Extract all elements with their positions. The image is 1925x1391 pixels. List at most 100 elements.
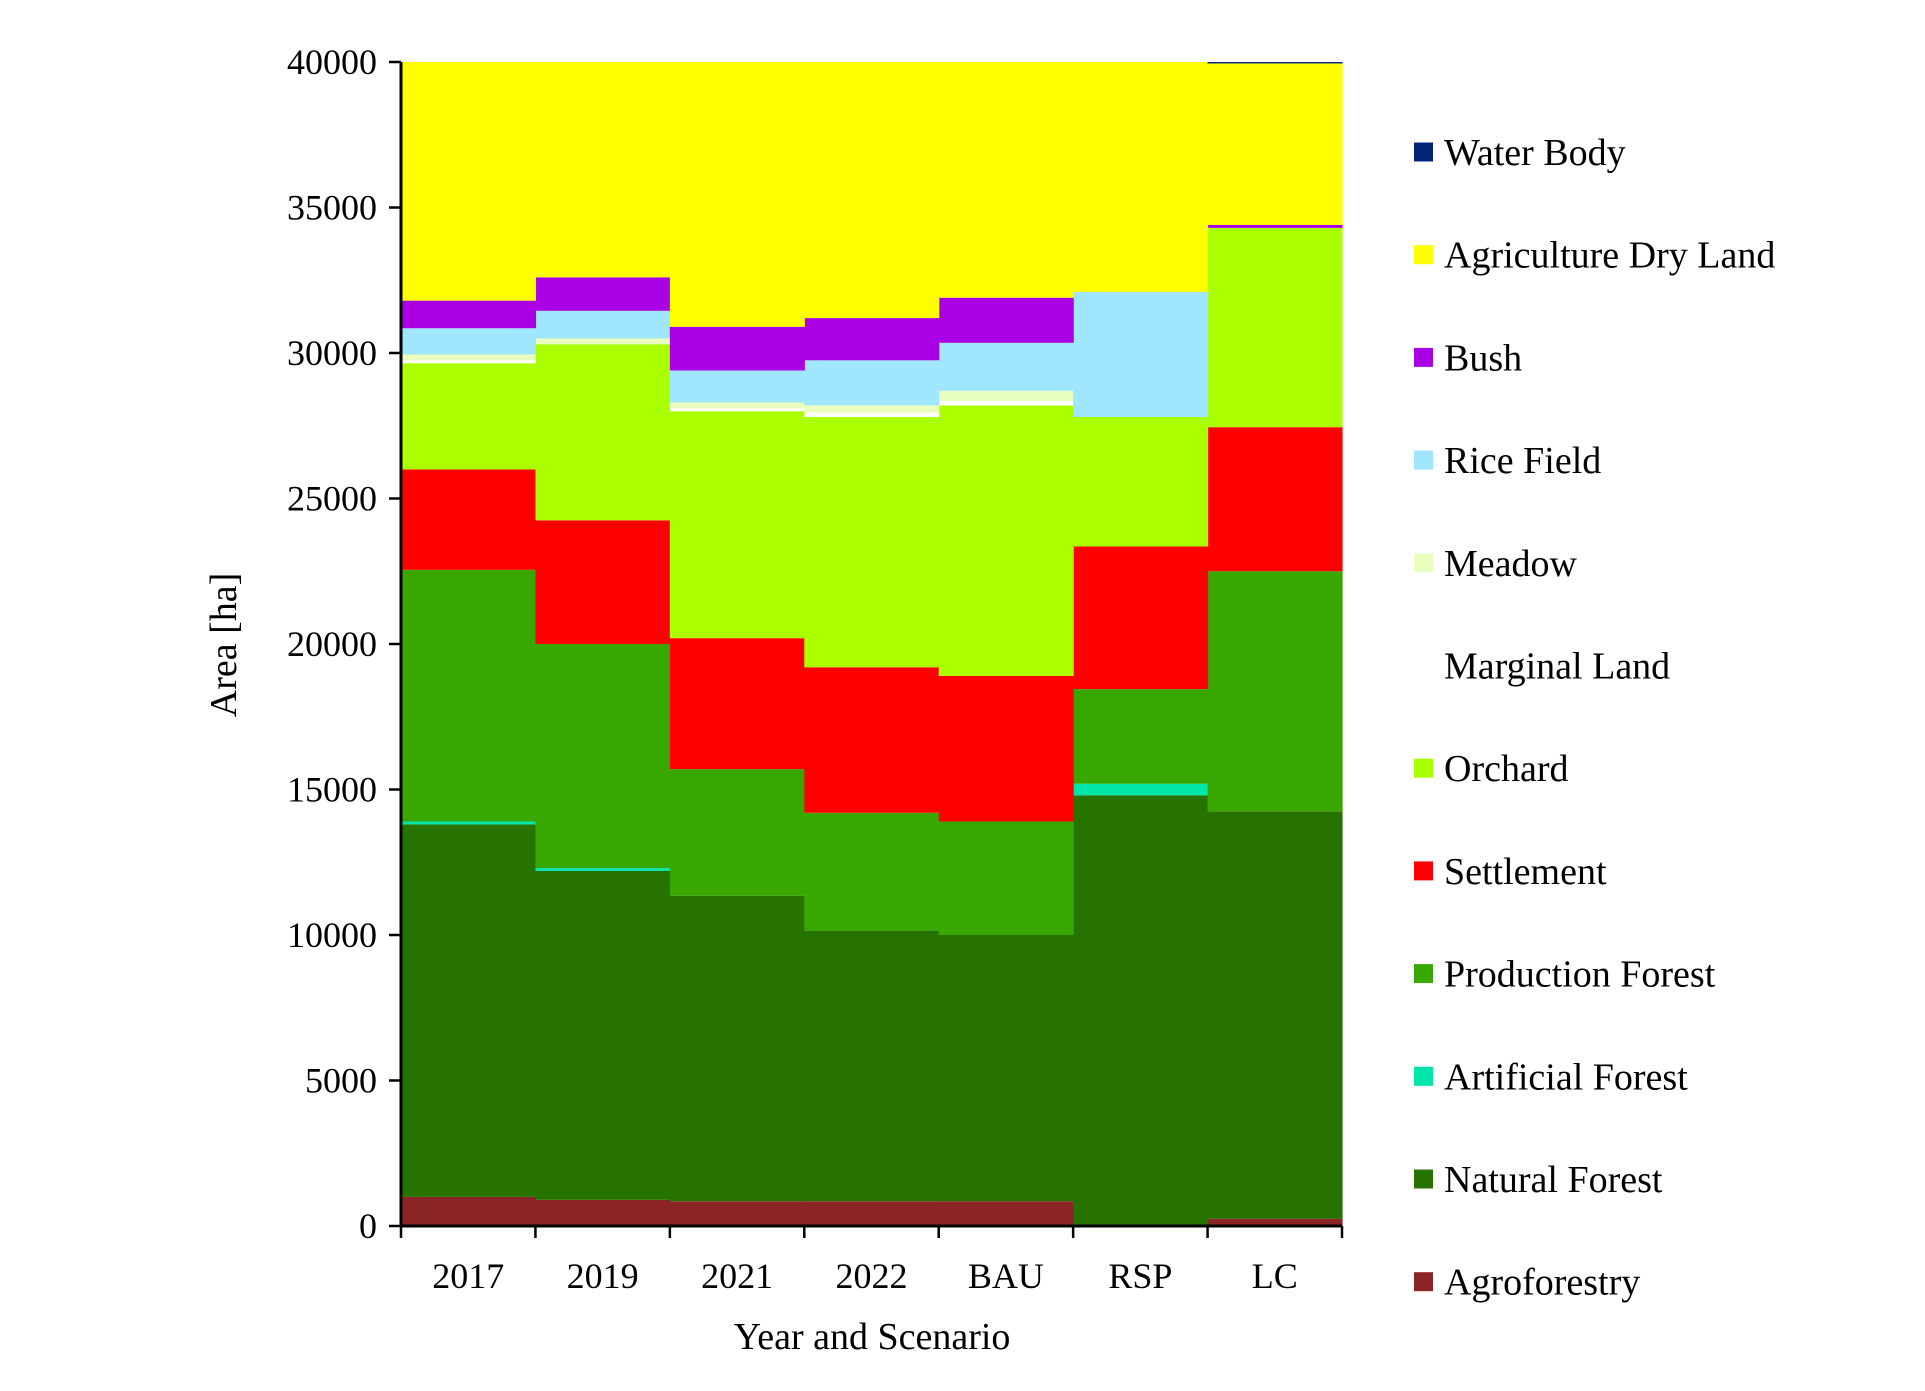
area-segment bbox=[1073, 546, 1209, 690]
area-segment bbox=[535, 62, 671, 278]
legend-swatch bbox=[1414, 347, 1433, 367]
legend-item: Agriculture Dry Land bbox=[1414, 235, 1775, 277]
y-tick-label: 40000 bbox=[287, 42, 377, 82]
legend-swatch bbox=[1414, 1066, 1433, 1086]
legend-label: Artificial Forest bbox=[1444, 1056, 1688, 1098]
series-rice-field bbox=[401, 291, 1209, 418]
area-segment bbox=[1073, 417, 1209, 547]
legend-item: Bush bbox=[1414, 337, 1522, 379]
area-segment bbox=[535, 310, 671, 339]
legend-swatch bbox=[1414, 964, 1433, 984]
legend-swatch bbox=[1414, 861, 1433, 881]
area-segment bbox=[1207, 224, 1343, 228]
area-segment bbox=[535, 344, 671, 521]
area-segment bbox=[669, 326, 805, 371]
area-segment bbox=[1207, 571, 1343, 812]
legend-item: Marginal Land bbox=[1414, 646, 1670, 688]
area-segment bbox=[1073, 62, 1209, 292]
area-segment bbox=[804, 1201, 940, 1226]
area-segment bbox=[401, 354, 537, 361]
area-segment bbox=[1207, 227, 1343, 428]
area-segment bbox=[1207, 427, 1343, 572]
area-segment bbox=[535, 277, 671, 311]
area-segment bbox=[401, 469, 537, 570]
area-segment bbox=[669, 1201, 805, 1226]
area-segment bbox=[804, 405, 940, 413]
area-segment bbox=[669, 638, 805, 770]
series-settlement bbox=[401, 427, 1343, 822]
area-segment bbox=[669, 370, 805, 403]
legend-swatch bbox=[1414, 758, 1433, 778]
area-segment bbox=[401, 363, 537, 470]
area-segment bbox=[1073, 795, 1209, 1225]
legend-label: Rice Field bbox=[1444, 440, 1601, 482]
area-segment bbox=[804, 62, 940, 319]
area-segment bbox=[804, 930, 940, 1202]
legend-swatch bbox=[1414, 142, 1433, 162]
legend-swatch bbox=[1414, 450, 1433, 470]
area-segment bbox=[938, 401, 1074, 406]
y-tick-label: 30000 bbox=[287, 333, 377, 373]
series-artificial-forest bbox=[401, 783, 1209, 871]
area-segment bbox=[535, 520, 671, 644]
area-segment bbox=[1207, 62, 1343, 64]
legend-label: Water Body bbox=[1444, 132, 1626, 174]
area-segment bbox=[938, 390, 1074, 402]
x-tick-label: LC bbox=[1252, 1256, 1298, 1296]
area-segment bbox=[1207, 63, 1343, 225]
legend-swatch bbox=[1414, 1169, 1433, 1189]
legend-swatch bbox=[1414, 553, 1433, 573]
area-segment bbox=[535, 644, 671, 869]
legend-label: Agroforestry bbox=[1444, 1262, 1640, 1304]
y-tick-label: 5000 bbox=[305, 1061, 377, 1101]
area-segment bbox=[401, 62, 537, 301]
y-tick-label: 0 bbox=[359, 1206, 377, 1246]
series-natural-forest bbox=[401, 795, 1343, 1225]
legend-swatch bbox=[1414, 245, 1433, 265]
area-segment bbox=[1073, 783, 1209, 796]
area-segment bbox=[535, 338, 671, 345]
area-segment bbox=[401, 328, 537, 355]
area-segment bbox=[669, 62, 805, 327]
y-tick-label: 15000 bbox=[287, 770, 377, 810]
legend-item: Settlement bbox=[1414, 851, 1607, 893]
series-marginal-land bbox=[401, 360, 1074, 418]
area-segment bbox=[669, 402, 805, 409]
area-segment bbox=[938, 935, 1074, 1202]
area-segment bbox=[401, 824, 537, 1197]
area-segment bbox=[401, 1196, 537, 1226]
series-agriculture-dry-land bbox=[401, 62, 1343, 327]
legend-swatch bbox=[1414, 1272, 1433, 1292]
x-tick-label: RSP bbox=[1108, 1256, 1172, 1296]
x-tick-label: BAU bbox=[968, 1256, 1044, 1296]
y-tick-label: 25000 bbox=[287, 479, 377, 519]
area-segment bbox=[401, 569, 537, 822]
area-segment bbox=[938, 405, 1074, 677]
area-segment bbox=[669, 769, 805, 896]
legend-label: Settlement bbox=[1444, 851, 1607, 893]
area-segment bbox=[535, 868, 671, 871]
area-segment bbox=[1073, 291, 1209, 418]
area-segment bbox=[401, 360, 537, 364]
legend-item: Natural Forest bbox=[1414, 1159, 1663, 1201]
ticks: 0 5000 10000 15000 20000 25000 30000 35000 40000… bbox=[287, 42, 1344, 1296]
area-segment bbox=[938, 821, 1074, 935]
legend-item: Orchard bbox=[1414, 748, 1568, 790]
legend-item: Agroforestry bbox=[1414, 1262, 1640, 1304]
legend-swatch bbox=[1414, 656, 1433, 675]
legend-label: Marginal Land bbox=[1444, 646, 1670, 688]
legend-label: Bush bbox=[1444, 337, 1522, 379]
area-segment bbox=[804, 812, 940, 931]
series-orchard bbox=[401, 227, 1343, 677]
plot-areas bbox=[401, 62, 1343, 1226]
area-segment bbox=[1073, 689, 1209, 784]
area-segment bbox=[804, 417, 940, 668]
area-segment bbox=[669, 895, 805, 1202]
legend-label: Orchard bbox=[1444, 748, 1568, 790]
area-segment bbox=[535, 1199, 671, 1226]
legend-label: Agriculture Dry Land bbox=[1444, 235, 1775, 277]
y-tick-label: 20000 bbox=[287, 624, 377, 664]
x-tick-label: 2019 bbox=[567, 1256, 639, 1296]
